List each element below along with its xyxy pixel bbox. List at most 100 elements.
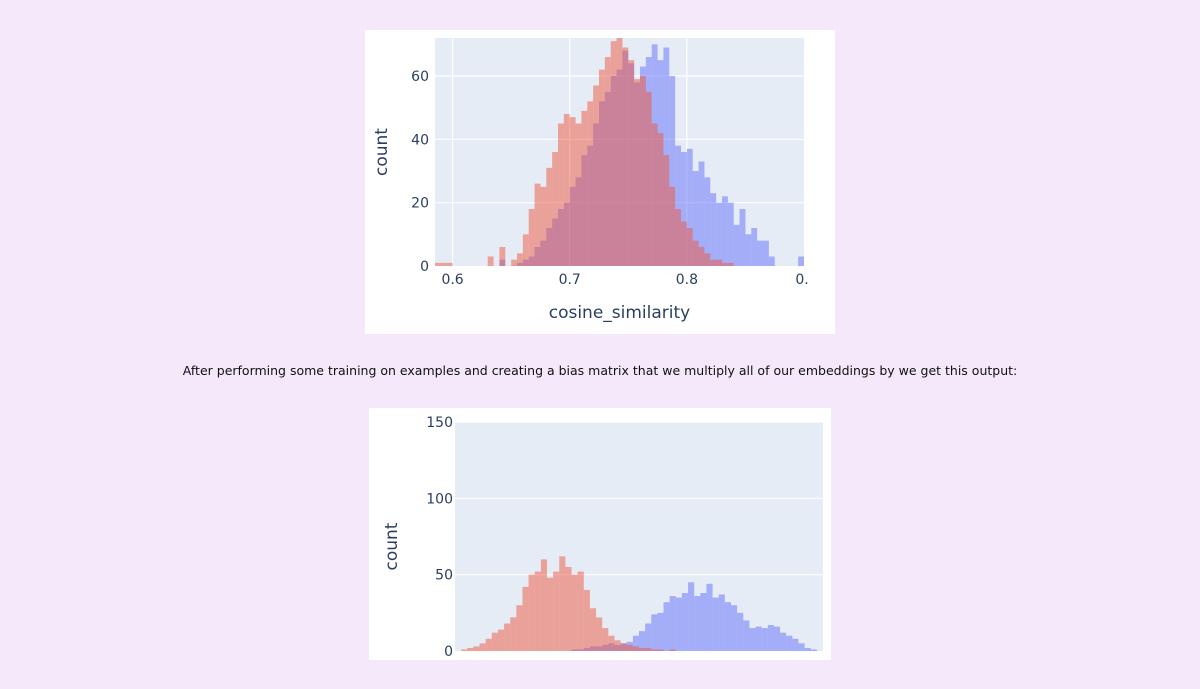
red-bar <box>446 262 453 266</box>
blue-bar <box>669 76 676 266</box>
red-bar <box>461 649 468 651</box>
red-bar <box>522 234 529 266</box>
blue-bar <box>773 626 781 651</box>
red-bar <box>552 152 558 266</box>
red-bar <box>669 649 676 651</box>
y-axis-label: count <box>372 128 392 176</box>
red-bar <box>479 643 486 651</box>
red-bar <box>620 643 627 651</box>
red-bar <box>528 574 535 651</box>
red-bar <box>440 262 447 266</box>
blue-bar <box>688 582 695 651</box>
chart-before-training: 0 20 40 60 0.6 0.7 0.8 0. cosine_similarity count <box>372 38 809 323</box>
red-bar <box>616 38 623 266</box>
red-bar <box>522 586 529 651</box>
blue-bar <box>712 597 719 651</box>
blue-bar <box>767 625 774 651</box>
red-bar <box>516 605 523 651</box>
blue-bar <box>749 628 756 651</box>
red-bar <box>657 133 664 266</box>
red-bar <box>634 79 640 266</box>
red-bar <box>645 647 652 651</box>
red-bar <box>663 155 670 266</box>
red-bar <box>473 646 480 651</box>
blue-bar <box>704 177 711 266</box>
blue-bar <box>722 196 728 266</box>
red-bar <box>504 623 511 651</box>
red-bar <box>546 167 553 266</box>
blue-bar <box>645 623 652 651</box>
red-bar <box>499 247 506 266</box>
red-bar <box>534 571 541 651</box>
red-bar <box>547 577 554 651</box>
red-bar <box>632 646 639 651</box>
red-bar <box>559 556 566 651</box>
blue-bar <box>663 602 670 651</box>
y-tick-label: 40 <box>411 132 429 148</box>
blue-bar <box>727 202 734 266</box>
blue-bar <box>768 256 775 266</box>
x-axis-label: cosine_similarity <box>549 303 691 323</box>
blue-bar <box>706 583 713 651</box>
red-bar <box>608 635 615 651</box>
red-bar <box>669 186 676 266</box>
blue-bar <box>686 148 693 266</box>
red-bar <box>487 256 494 266</box>
y-axis-label: count <box>382 522 402 570</box>
red-bar <box>639 647 646 651</box>
red-bar <box>571 574 578 651</box>
red-bar <box>540 559 547 651</box>
y-tick-label: 20 <box>411 196 429 212</box>
red-bar <box>581 110 588 266</box>
blue-bar <box>745 234 752 266</box>
blue-bar <box>639 631 646 651</box>
red-bar <box>485 638 492 651</box>
red-bar <box>727 262 734 266</box>
blue-bar <box>763 240 769 266</box>
blue-bar <box>733 224 740 266</box>
histogram-card-before: 0 20 40 60 0.6 0.7 0.8 0. cosine_similarity count <box>365 30 835 334</box>
red-bar <box>692 240 699 266</box>
blue-bar <box>792 638 799 651</box>
red-bar <box>651 123 658 266</box>
red-bar <box>577 571 584 651</box>
y-tick-label: 50 <box>435 568 453 584</box>
red-bar <box>651 649 658 651</box>
blue-bar <box>657 612 664 651</box>
red-bar <box>599 69 605 266</box>
blue-bar <box>786 635 793 651</box>
red-bar <box>534 183 541 266</box>
y-tick-label: 0 <box>444 644 453 660</box>
red-bar <box>589 608 597 651</box>
blue-bar <box>675 145 681 266</box>
blue-bar <box>669 596 676 651</box>
red-bar <box>626 644 633 651</box>
blue-bar <box>675 597 682 651</box>
red-bar <box>569 117 576 267</box>
x-tick-label: 0.8 <box>676 272 698 288</box>
y-tick-label: 60 <box>411 69 429 85</box>
blue-bar <box>737 612 744 651</box>
blue-bar <box>716 202 722 266</box>
blue-bar <box>718 594 725 651</box>
y-tick-label: 100 <box>426 491 453 507</box>
red-bar <box>698 247 705 266</box>
red-bar <box>558 123 564 266</box>
red-bar <box>540 186 547 266</box>
blue-bar <box>698 161 705 266</box>
caption-text: After performing some training on exampl… <box>182 363 1018 378</box>
red-bar <box>657 649 664 651</box>
blue-bar <box>681 152 687 266</box>
red-bar <box>565 567 572 651</box>
blue-bar <box>798 256 804 266</box>
red-bar <box>686 228 693 266</box>
histogram-card-after: 0 50 100 150 count <box>369 408 831 660</box>
red-bar <box>681 221 687 266</box>
red-bar <box>614 640 621 651</box>
red-bar <box>602 628 609 651</box>
red-bar <box>622 47 629 266</box>
red-bar <box>467 647 474 651</box>
red-bar <box>510 617 517 651</box>
y-tick-label: 150 <box>426 415 453 431</box>
red-bar <box>645 91 652 266</box>
